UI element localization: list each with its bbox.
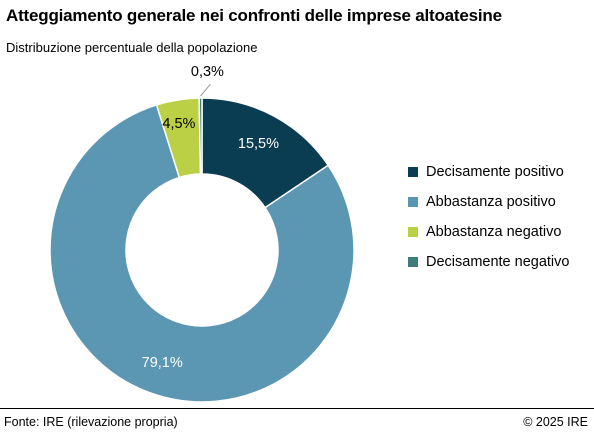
legend-item-decisamente-negativo: Decisamente negativo [408,252,569,272]
chart-title: Atteggiamento generale nei confronti del… [6,6,502,25]
copyright-note: © 2025 IRE [523,415,588,429]
legend-label: Decisamente positivo [426,164,564,180]
chart-subtitle: Distribuzione percentuale della popolazi… [6,40,258,55]
legend-label: Decisamente negativo [426,254,570,270]
source-note: Fonte: IRE (rilevazione propria) [4,415,178,429]
footer-divider [0,408,594,409]
legend-item-decisamente-positivo: Decisamente positivo [408,162,569,182]
donut-chart: 15,5% 79,1% 4,5% 0,3% [49,64,355,403]
data-label-decisamente-positivo: 15,5% [238,136,279,152]
legend-item-abbastanza-negativo: Abbastanza negativo [408,222,569,242]
legend-swatch [408,257,418,267]
legend-label: Abbastanza negativo [426,224,562,240]
legend-swatch [408,227,418,237]
data-label-abbastanza-negativo: 4,5% [162,116,195,132]
leader-line [200,83,211,97]
slice-decisamente-negativo [198,97,203,175]
chart-legend: Decisamente positivo Abbastanza positivo… [408,162,569,282]
slice-abbastanza-positivo [49,104,355,403]
legend-label: Abbastanza positivo [426,194,556,210]
legend-swatch [408,167,418,177]
legend-swatch [408,197,418,207]
data-label-abbastanza-positivo: 79,1% [142,355,183,371]
data-label-decisamente-negativo: 0,3% [191,64,224,80]
legend-item-abbastanza-positivo: Abbastanza positivo [408,192,569,212]
